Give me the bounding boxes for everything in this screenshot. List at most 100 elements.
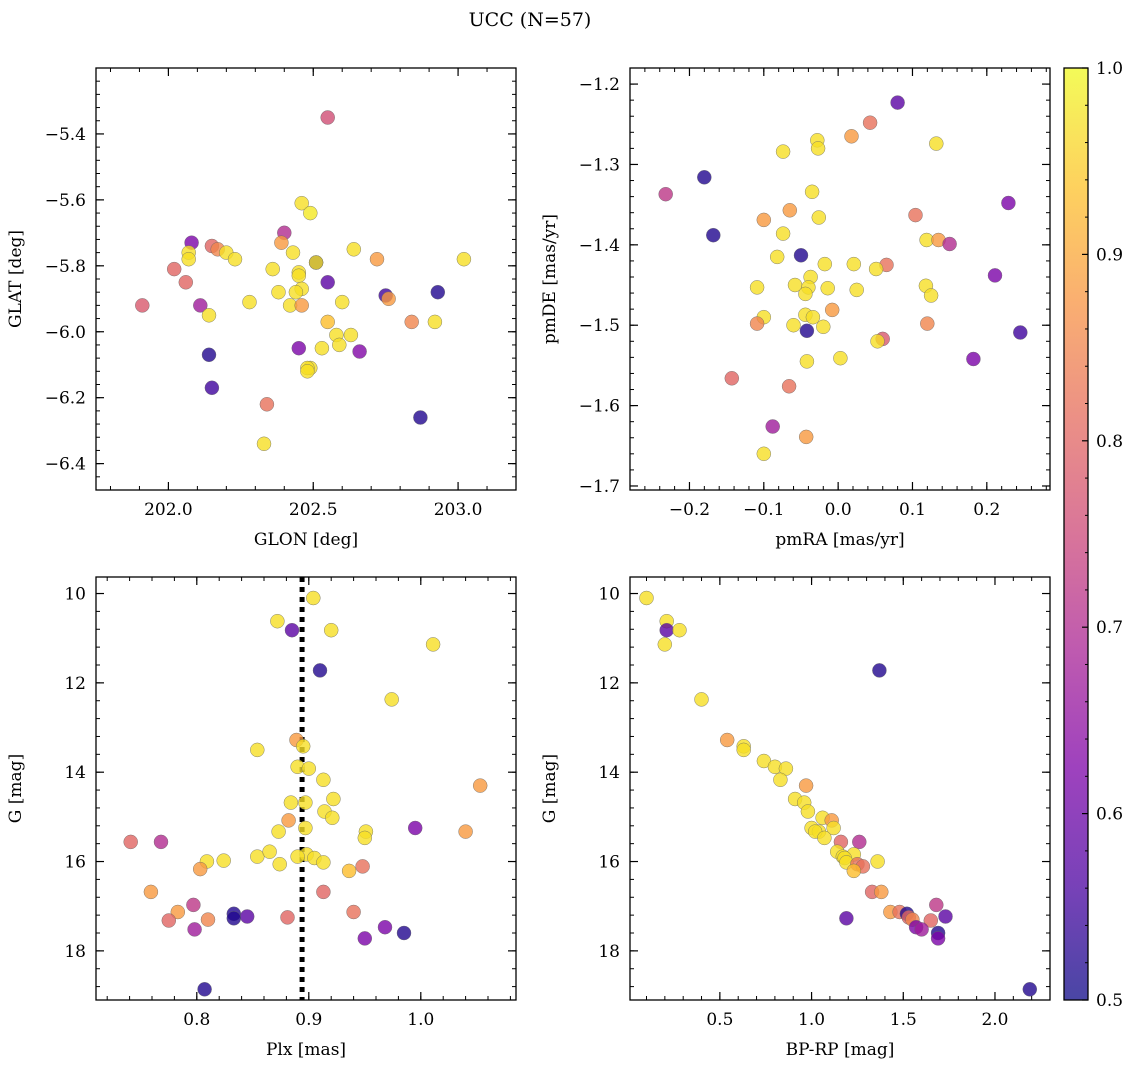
data-point bbox=[250, 742, 265, 758]
data-point bbox=[773, 772, 788, 787]
data-point bbox=[430, 285, 445, 300]
y-tick-label: 12 bbox=[64, 674, 86, 694]
data-point bbox=[178, 275, 194, 290]
panel-2: −0.2 −0.1 0.0 0.1 0.2 −1.7 −1.6 −1.5 −1.4 −1.3 −1.… bbox=[540, 67, 1051, 550]
data-point bbox=[810, 141, 826, 156]
data-point bbox=[929, 136, 944, 151]
figure-title: UCC (N=57) bbox=[469, 9, 592, 31]
panel-3: 0.8 0.9 1.0 10 12 14 16 18 Plx [mas] G [mag] bbox=[6, 576, 517, 1060]
x-tick-label: 0.1 bbox=[899, 500, 926, 520]
colorbar-tick-label: 0.8 bbox=[1096, 432, 1123, 452]
data-point bbox=[849, 282, 864, 298]
data-point bbox=[396, 925, 412, 941]
data-point bbox=[793, 248, 809, 263]
data-point bbox=[303, 205, 318, 221]
data-point bbox=[804, 184, 820, 200]
data-point bbox=[201, 308, 217, 323]
x-tick-label: 0.0 bbox=[825, 500, 852, 520]
x-axis-label: pmRA [mas/yr] bbox=[775, 530, 904, 550]
data-point bbox=[271, 824, 286, 839]
y-tick-label: 18 bbox=[598, 942, 620, 962]
data-point bbox=[775, 226, 791, 241]
data-point bbox=[920, 316, 935, 331]
data-point bbox=[326, 791, 341, 807]
x-tick-label: −0.2 bbox=[669, 500, 710, 520]
y-tick-label: 16 bbox=[64, 853, 86, 873]
x-tick-label: 0.2 bbox=[973, 500, 1000, 520]
data-point bbox=[425, 637, 441, 652]
x-tick-label: 203.0 bbox=[434, 500, 483, 520]
data-point bbox=[143, 884, 159, 900]
scatter-points bbox=[639, 590, 1038, 997]
data-point bbox=[736, 742, 751, 758]
data-point bbox=[923, 913, 938, 928]
data-point bbox=[312, 663, 328, 678]
data-point bbox=[135, 298, 150, 313]
data-point bbox=[316, 772, 331, 787]
data-point bbox=[874, 884, 889, 900]
data-point bbox=[294, 195, 309, 211]
data-point bbox=[369, 252, 385, 267]
data-point bbox=[862, 115, 878, 130]
data-point bbox=[694, 692, 709, 707]
data-point bbox=[914, 922, 929, 937]
data-point bbox=[798, 778, 814, 793]
data-point bbox=[335, 294, 350, 310]
data-point bbox=[938, 909, 953, 924]
x-tick-label: 202.5 bbox=[289, 500, 338, 520]
data-point bbox=[320, 314, 335, 330]
data-point bbox=[413, 410, 428, 425]
data-point bbox=[870, 854, 885, 869]
data-point bbox=[308, 255, 324, 270]
data-point bbox=[658, 186, 673, 202]
data-point bbox=[408, 820, 423, 836]
x-tick-label: 1.0 bbox=[798, 1010, 825, 1030]
x-tick-label: 1.0 bbox=[407, 1010, 434, 1030]
data-point bbox=[294, 298, 309, 313]
data-point bbox=[296, 739, 311, 754]
data-point bbox=[284, 623, 300, 638]
data-point bbox=[332, 337, 347, 353]
data-point bbox=[274, 235, 289, 250]
data-point bbox=[756, 446, 771, 461]
panel-1: 202.0 202.5 203.0 −6.4 −6.2 −6.0 −5.8 −5.6 −5.4 G… bbox=[6, 67, 517, 550]
colorbar-tick-label: 0.5 bbox=[1096, 991, 1123, 1011]
data-point bbox=[697, 170, 712, 185]
data-point bbox=[798, 286, 813, 302]
data-point bbox=[272, 857, 287, 872]
colorbar-frame bbox=[1063, 67, 1089, 1001]
data-point bbox=[872, 663, 887, 678]
data-point bbox=[227, 252, 243, 267]
data-point bbox=[817, 256, 832, 272]
colorbar-tick-label: 1.0 bbox=[1096, 59, 1123, 79]
data-point bbox=[181, 252, 196, 267]
axes-frame bbox=[629, 576, 1051, 1001]
y-tick-label: 12 bbox=[598, 674, 620, 694]
data-point bbox=[265, 261, 280, 277]
y-tick-label: −1.6 bbox=[579, 397, 620, 417]
panels: 202.0 202.5 203.0 −6.4 −6.2 −6.0 −5.8 −5.6 −5.4 G… bbox=[6, 67, 1051, 1060]
data-point bbox=[458, 824, 473, 839]
data-point bbox=[456, 252, 472, 267]
data-point bbox=[288, 285, 304, 300]
y-tick-label: −1.7 bbox=[579, 477, 620, 497]
x-tick-label: 0.5 bbox=[706, 1010, 733, 1030]
data-point bbox=[786, 318, 801, 333]
data-point bbox=[320, 275, 335, 290]
data-point bbox=[782, 203, 797, 218]
data-point bbox=[242, 294, 257, 310]
colorbar-tick-label: 0.7 bbox=[1096, 618, 1123, 638]
data-point bbox=[271, 285, 286, 300]
data-point bbox=[659, 623, 674, 638]
data-point bbox=[846, 256, 861, 272]
data-point bbox=[868, 261, 884, 277]
data-point bbox=[384, 692, 399, 707]
data-point bbox=[291, 341, 306, 356]
data-point bbox=[908, 207, 923, 223]
data-point bbox=[1022, 982, 1038, 997]
colorbar: 0.5 0.6 0.7 0.8 0.9 1.0 bbox=[1063, 59, 1123, 1011]
data-point bbox=[890, 95, 905, 110]
x-tick-label: 202.0 bbox=[144, 500, 193, 520]
data-point bbox=[357, 931, 372, 946]
